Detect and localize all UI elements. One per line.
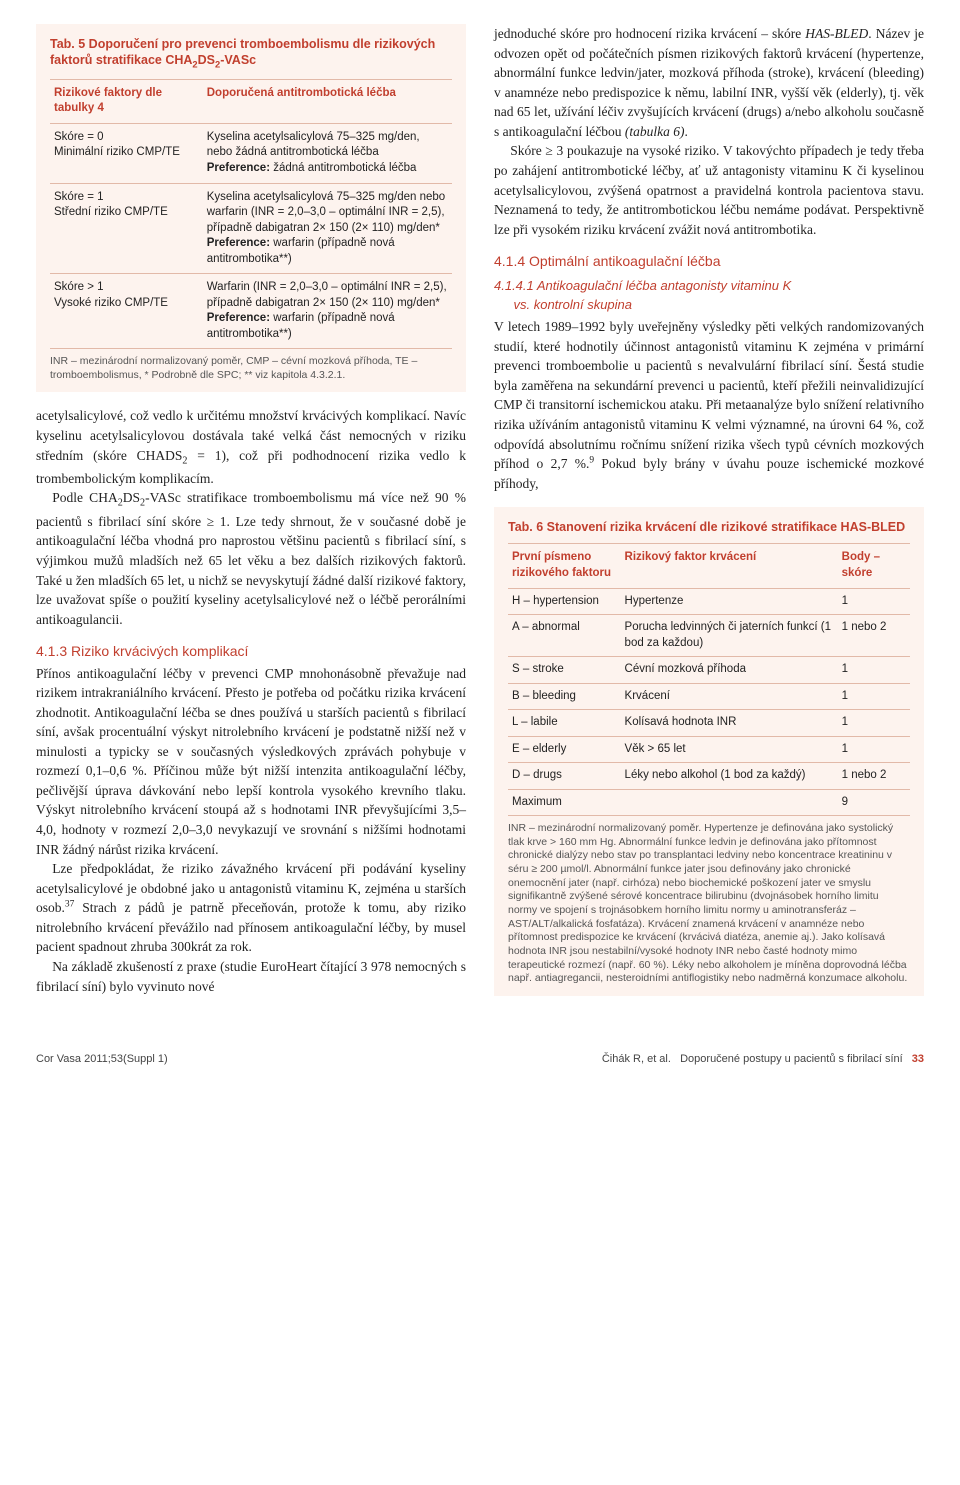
body-para: Na základě zkušeností z praxe (studie Eu… bbox=[36, 957, 466, 996]
table6-note: INR – mezinárodní normalizovaný poměr. H… bbox=[508, 822, 910, 986]
table5: Rizikové faktory dle tabulky 4 Doporučen… bbox=[50, 79, 452, 349]
footer-citation: Čihák R, et al. Doporučené postupy u pac… bbox=[602, 1052, 924, 1068]
table-row: A – abnormalPorucha ledvinných či jatern… bbox=[508, 615, 910, 657]
page-footer: Cor Vasa 2011;53(Suppl 1) Čihák R, et al… bbox=[36, 1052, 924, 1068]
body-para: Podle CHA2DS2-VASc stratifikace tromboem… bbox=[36, 488, 466, 629]
table6-h1: První písmeno rizikového faktoru bbox=[508, 544, 621, 588]
heading-414: 4.1.4 Optimální antikoagulační léčba bbox=[494, 251, 924, 271]
body-para: Lze předpokládat, že riziko závažného kr… bbox=[36, 859, 466, 957]
table6: První písmeno rizikového faktoru Rizikov… bbox=[508, 543, 910, 816]
body-para: Přínos antikoagulační léčby v prevenci C… bbox=[36, 664, 466, 860]
left-column: Tab. 5 Doporučení pro prevenci tromboemb… bbox=[36, 24, 466, 1010]
heading-413: 4.1.3 Riziko krvácivých komplikací bbox=[36, 641, 466, 661]
table6-h3: Body – skóre bbox=[838, 544, 910, 588]
table-row: L – labileKolísavá hodnota INR1 bbox=[508, 710, 910, 737]
heading-4141: 4.1.4.1 Antikoagulační léčba antagonisty… bbox=[494, 277, 924, 315]
page-columns: Tab. 5 Doporučení pro prevenci tromboemb… bbox=[36, 24, 924, 1010]
table6-body: H – hypertensionHypertenze1 A – abnormal… bbox=[508, 588, 910, 816]
table6-title: Tab. 6 Stanovení rizika krvácení dle riz… bbox=[508, 519, 910, 535]
table-row: D – drugsLéky nebo alkohol (1 bod za kaž… bbox=[508, 763, 910, 790]
table5-note: INR – mezinárodní normalizovaný poměr, C… bbox=[50, 355, 452, 382]
table-row: Maximum9 bbox=[508, 789, 910, 816]
page-number: 33 bbox=[912, 1053, 924, 1065]
table-row: Skóre > 1Vysoké riziko CMP/TE Warfarin (… bbox=[50, 274, 452, 349]
table5-h2: Doporučená antitrombotická léčba bbox=[203, 79, 452, 123]
table6-box: Tab. 6 Stanovení rizika krvácení dle riz… bbox=[494, 507, 924, 996]
body-para: Skóre ≥ 3 poukazuje na vysoké riziko. V … bbox=[494, 141, 924, 239]
table5-h1: Rizikové faktory dle tabulky 4 bbox=[50, 79, 203, 123]
right-column: jednoduché skóre pro hodnocení rizika kr… bbox=[494, 24, 924, 1010]
table-row: B – bleedingKrvácení1 bbox=[508, 683, 910, 710]
table-row: Skóre = 0Minimální riziko CMP/TE Kyselin… bbox=[50, 123, 452, 183]
footer-journal: Cor Vasa 2011;53(Suppl 1) bbox=[36, 1052, 168, 1068]
table5-box: Tab. 5 Doporučení pro prevenci tromboemb… bbox=[36, 24, 466, 392]
table5-title: Tab. 5 Doporučení pro prevenci tromboemb… bbox=[50, 36, 452, 71]
table6-h2: Rizikový faktor krvácení bbox=[621, 544, 838, 588]
table-row: E – elderlyVěk > 65 let1 bbox=[508, 736, 910, 763]
table-row: S – strokeCévní mozková příhoda1 bbox=[508, 657, 910, 684]
table-row: Skóre = 1Střední riziko CMP/TE Kyselina … bbox=[50, 183, 452, 274]
table-row: H – hypertensionHypertenze1 bbox=[508, 588, 910, 615]
body-para: acetylsalicylové, což vedlo k určitému m… bbox=[36, 406, 466, 488]
body-para: jednoduché skóre pro hodnocení rizika kr… bbox=[494, 24, 924, 141]
body-para: V letech 1989–1992 byly uveřejněny výsle… bbox=[494, 317, 924, 493]
